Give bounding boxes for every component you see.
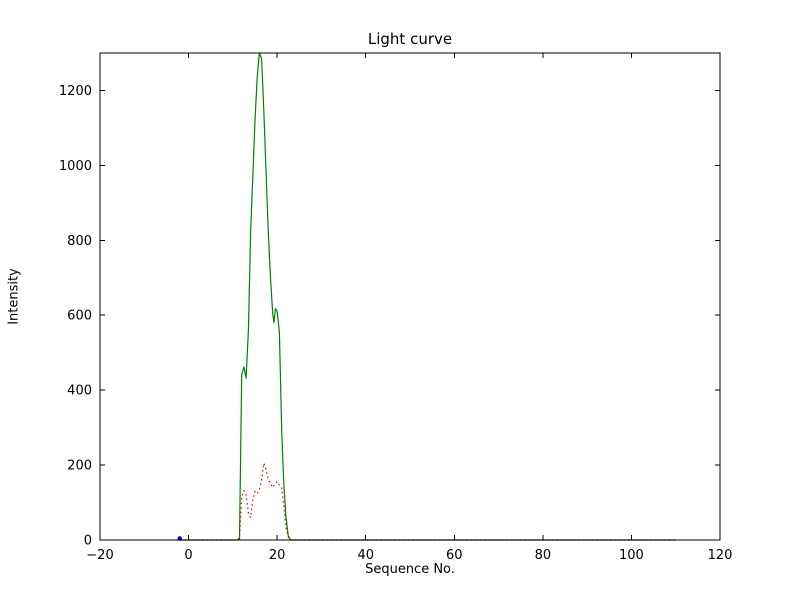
y-axis-label: Intensity xyxy=(6,268,22,325)
y-tick-label: 200 xyxy=(67,459,92,474)
x-tick-label: 40 xyxy=(357,548,374,563)
x-tick-label: 100 xyxy=(619,548,644,563)
x-tick-label: 0 xyxy=(184,548,192,563)
light-curve-background-line xyxy=(179,462,676,541)
x-tick-label: 80 xyxy=(535,548,552,563)
y-tick-label: 1000 xyxy=(59,159,92,174)
x-tick-label: −20 xyxy=(86,548,113,563)
axes-frame xyxy=(99,52,721,541)
y-tick-label: 600 xyxy=(67,309,92,324)
light-curve-main-line xyxy=(179,52,676,541)
y-tick-label: 400 xyxy=(67,384,92,399)
x-tick-label: 60 xyxy=(446,548,463,563)
y-tick-label: 0 xyxy=(84,534,92,549)
chart-title: Light curve xyxy=(367,30,453,48)
y-tick-label: 800 xyxy=(67,234,92,249)
x-tick-label: 120 xyxy=(708,548,733,563)
x-tick-label: 20 xyxy=(269,548,286,563)
x-axis-label: Sequence No. xyxy=(365,562,455,577)
y-tick-label: 1200 xyxy=(59,84,92,99)
